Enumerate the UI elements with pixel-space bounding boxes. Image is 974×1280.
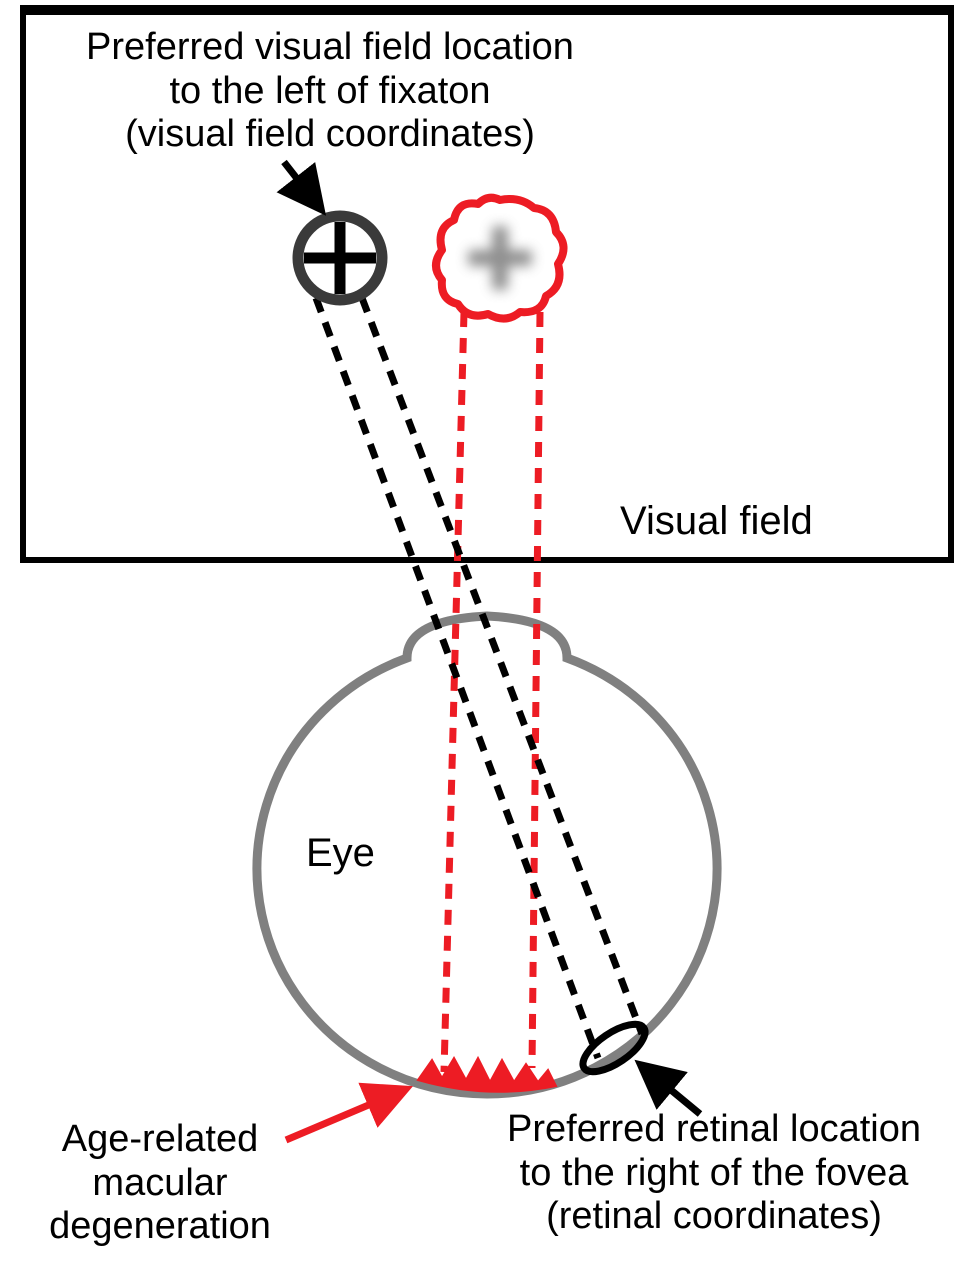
label-retinal: Preferred retinal location to the right … — [464, 1108, 964, 1239]
label-top-line3: (visual field coordinates) — [125, 113, 535, 155]
retinal-location-ellipse — [576, 1015, 652, 1080]
label-top: Preferred visual field location to the l… — [40, 26, 620, 157]
label-retinal-line3: (retinal coordinates) — [546, 1195, 882, 1237]
label-retinal-line1: Preferred retinal location — [507, 1108, 921, 1150]
label-visual-field: Visual field — [620, 498, 813, 544]
label-retinal-line2: to the right of the fovea — [520, 1152, 909, 1194]
scotoma-blur-cross — [468, 226, 532, 290]
macular-patch — [418, 1058, 556, 1092]
arrow-to-macula — [286, 1090, 404, 1140]
eye-diagram: Preferred visual field location to the l… — [0, 0, 974, 1280]
label-top-line1: Preferred visual field location — [86, 26, 574, 68]
label-top-line2: to the left of fixaton — [169, 70, 490, 112]
label-macular-line2: macular — [92, 1162, 227, 1204]
label-macular-line1: Age-related — [62, 1118, 258, 1160]
label-macular-line3: degeneration — [49, 1205, 271, 1247]
label-eye: Eye — [306, 830, 375, 876]
label-macular: Age-related macular degeneration — [20, 1118, 300, 1249]
arrow-to-retinal-location — [642, 1066, 700, 1114]
